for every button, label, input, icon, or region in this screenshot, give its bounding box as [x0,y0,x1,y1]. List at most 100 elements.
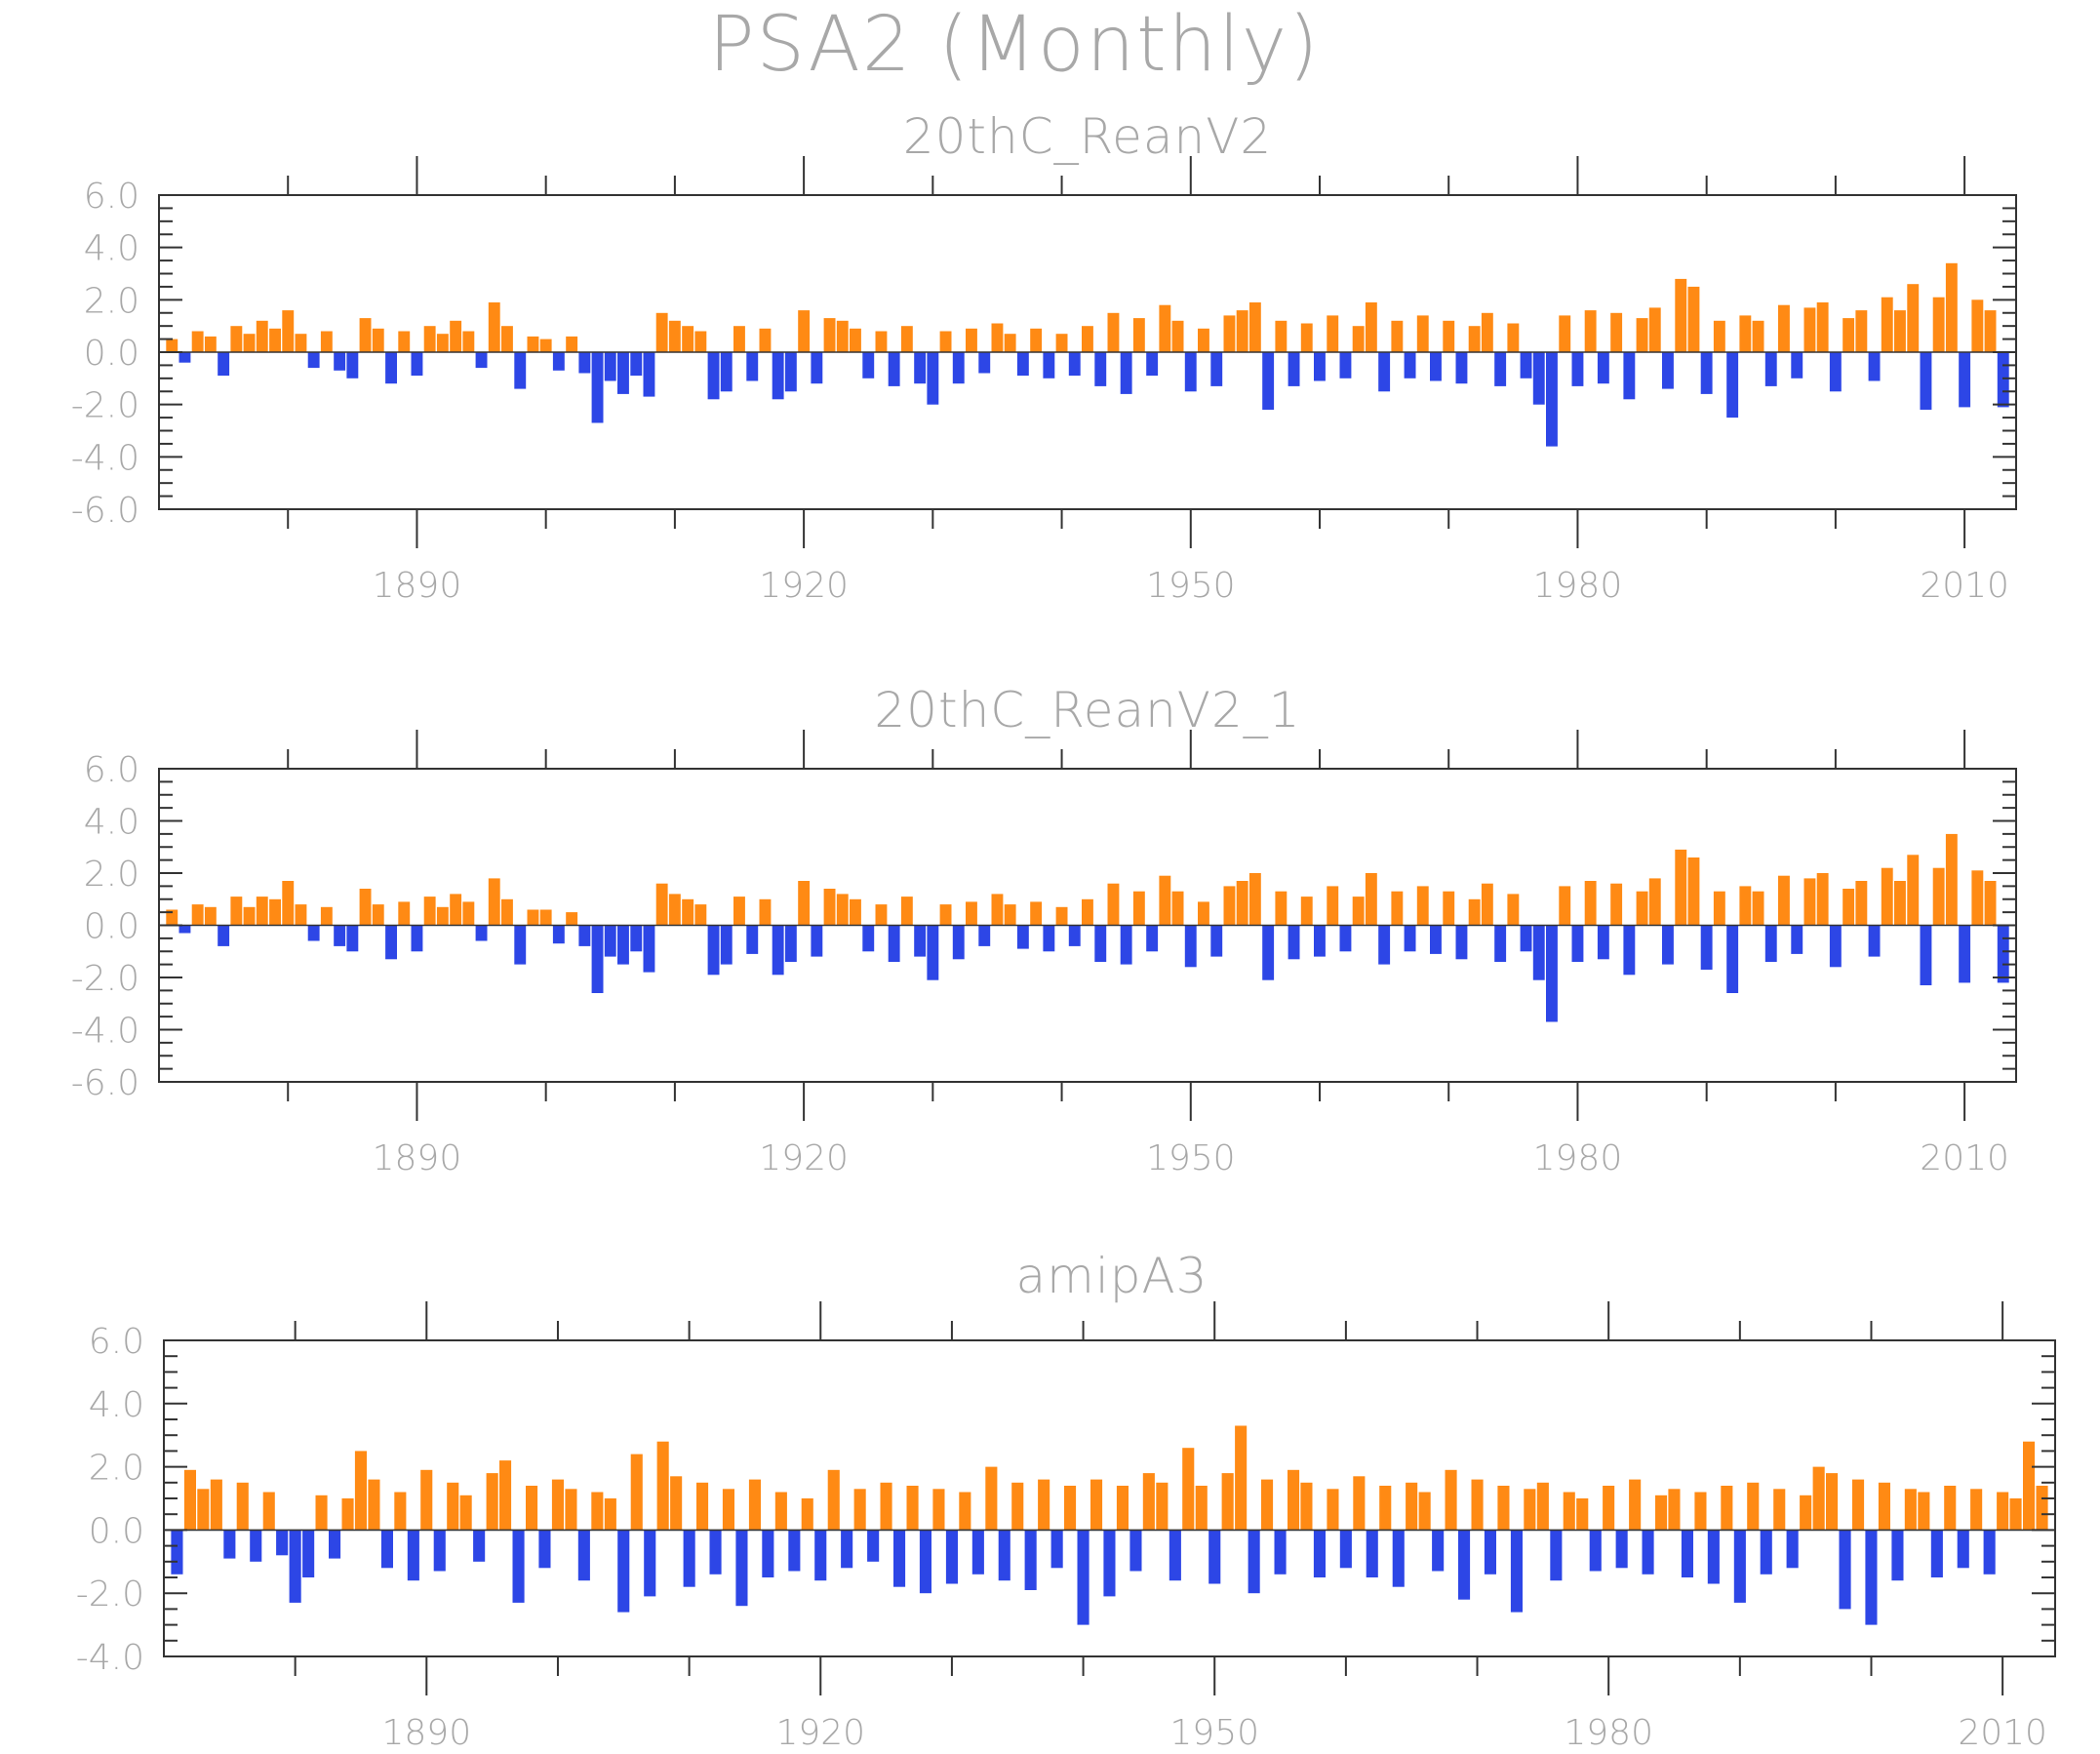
bar [230,897,243,926]
bar [1563,1492,1575,1531]
bar [1146,352,1159,377]
bar [514,352,527,389]
x-tick-label: 1890 [381,1713,471,1753]
bar [450,894,462,926]
bar [985,1466,998,1531]
bar [269,898,281,926]
bar [788,1530,801,1572]
bar [2023,1441,2036,1531]
bar [971,1530,984,1575]
bar [1261,1479,1274,1531]
bar [1406,1482,1418,1531]
bar [735,1530,748,1607]
bar [1597,925,1609,960]
bar [552,352,565,371]
bar [801,1498,813,1531]
bar [372,328,384,352]
bar [1524,1489,1536,1531]
bar [1803,878,1816,926]
bar [178,352,191,363]
bar [1484,1530,1496,1575]
bar [1432,1530,1445,1572]
bar [1064,1486,1077,1531]
x-tick-label: 1980 [1533,1138,1623,1178]
bar [1365,873,1377,926]
bar [823,318,836,352]
bar [1930,1530,1943,1577]
bar [604,1498,616,1531]
bar [1881,867,1893,926]
bar [1366,1530,1378,1577]
bar [269,328,281,352]
bar [694,904,707,926]
y-tick-label: -6.0 [71,491,139,531]
bar [1497,1486,1510,1531]
bar [1430,925,1442,954]
bar [191,331,204,352]
bar [1636,891,1648,926]
bar [1520,352,1532,379]
bar [939,904,952,926]
bar [733,897,745,926]
bar [1550,1530,1563,1581]
bar [630,352,643,377]
bar [682,898,694,926]
y-tick-label: 2.0 [84,281,139,321]
bar [1353,1476,1366,1531]
bar [1507,323,1520,352]
bar [407,1530,419,1581]
bar [1532,925,1545,980]
bar [1159,304,1171,352]
bar [1184,352,1197,392]
bar [1391,891,1404,926]
x-tick-label: 2010 [1920,566,2009,606]
bar [1721,1486,1733,1531]
bar [1494,352,1507,386]
bar [346,352,359,379]
bar [578,352,591,374]
bar [722,1489,734,1531]
bar [1829,925,1842,968]
bar [888,352,900,386]
bar [527,336,539,352]
bar [1300,1482,1313,1531]
bar [1868,925,1881,957]
bar [1082,898,1093,926]
bar [551,1479,564,1531]
panel-title: 20thC_ReanV2 [903,108,1272,165]
bar [1700,925,1713,970]
bar [1120,925,1132,965]
bar [1262,925,1275,980]
bar [1221,1473,1234,1531]
bar [1094,925,1107,962]
bar [320,331,333,352]
bar [655,883,668,926]
bar [880,1482,892,1531]
bar [1146,925,1159,952]
bar [488,878,500,926]
bar [1681,1530,1693,1577]
bar [784,352,797,392]
bar [694,331,707,352]
bar [1597,352,1609,384]
bar [1842,318,1855,352]
bar [746,925,759,954]
bar [1038,1479,1050,1531]
bar [696,1482,709,1531]
bar [772,925,784,976]
bar [1055,906,1068,926]
bar [1610,883,1623,926]
bar [501,898,513,926]
panel-title: 20thC_ReanV2_1 [874,682,1300,738]
bar [850,898,861,926]
bar [604,925,616,957]
bar [1300,897,1313,926]
bar [1675,849,1687,926]
bar [1195,1486,1208,1531]
panel-20thc-reanv2-1: 20thC_ReanV2_1 6.0 4.0 2.0 0.0 -2.0 -4.0 -6.0 1… [71,682,2017,1178]
bar [827,1469,840,1531]
bar [289,1530,301,1603]
x-tick-label: 1890 [373,566,462,606]
bar [772,352,784,400]
bar [1559,315,1571,352]
